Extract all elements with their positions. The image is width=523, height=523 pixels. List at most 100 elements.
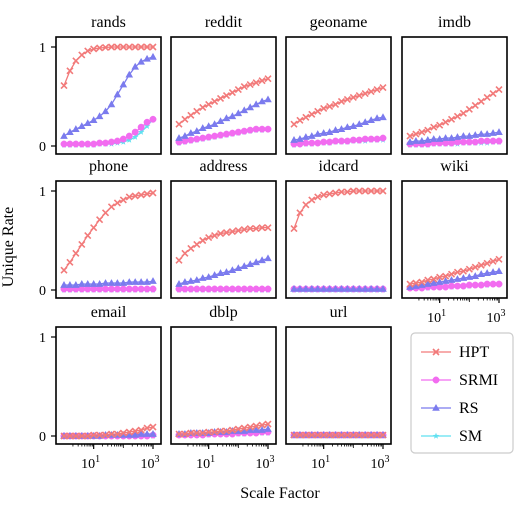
data-point: [314, 193, 322, 201]
series-rs: [60, 277, 157, 288]
legend-entry-rs: RS: [421, 400, 479, 417]
data-point: [325, 285, 334, 292]
data-point: [77, 280, 86, 287]
x-tick-label: 103: [487, 308, 506, 326]
data-point: [483, 93, 491, 102]
data-point: [373, 431, 381, 439]
data-point: [406, 280, 414, 288]
panel-title: imdb: [438, 14, 471, 31]
data-point: [465, 265, 473, 273]
data-point: [447, 134, 456, 141]
data-point: [108, 138, 115, 146]
data-point: [193, 240, 201, 249]
data-point: [302, 431, 310, 439]
data-point: [89, 280, 98, 287]
data-point: [477, 130, 486, 137]
data-point: [302, 201, 310, 209]
data-point: [60, 432, 68, 440]
data-point: [379, 431, 387, 439]
data-point: [143, 122, 151, 129]
data-point: [107, 203, 116, 211]
data-point: [453, 112, 462, 120]
data-point: [471, 101, 479, 109]
data-point: [319, 285, 328, 292]
data-point: [240, 427, 249, 434]
series-hpt: [290, 431, 387, 439]
legend-entry-hpt: HPT: [421, 344, 489, 361]
data-point: [181, 249, 189, 257]
data-point: [326, 431, 334, 439]
data-point: [454, 282, 461, 290]
data-point: [296, 209, 304, 217]
data-point: [72, 281, 80, 288]
data-point: [361, 187, 369, 195]
data-point: [495, 128, 503, 135]
data-point: [435, 135, 444, 142]
data-point: [302, 285, 310, 292]
data-point: [234, 425, 242, 433]
data-point: [332, 137, 339, 145]
data-point: [477, 261, 485, 269]
series-rs: [175, 254, 272, 287]
data-point: [149, 189, 157, 197]
y-tick-label: 1: [39, 41, 46, 56]
panel-imdb: imdb: [401, 14, 508, 155]
data-point: [211, 428, 219, 436]
data-point: [252, 422, 260, 430]
data-point: [222, 427, 231, 435]
series-rs: [290, 285, 387, 292]
data-point: [95, 112, 104, 120]
data-point: [187, 429, 195, 437]
data-point: [66, 128, 74, 135]
data-point: [126, 136, 133, 143]
x-tick-label: 103: [256, 454, 275, 472]
data-point: [125, 431, 134, 438]
data-point: [149, 430, 157, 437]
panel-title: dblp: [209, 304, 237, 321]
data-point: [240, 106, 249, 114]
data-point: [264, 125, 272, 133]
data-point: [489, 280, 497, 288]
data-point: [355, 120, 364, 128]
data-point: [246, 426, 255, 433]
data-point: [60, 132, 68, 139]
data-point: [290, 431, 298, 439]
data-point: [349, 136, 357, 144]
data-point: [143, 430, 151, 437]
data-point: [313, 285, 322, 292]
data-point: [96, 139, 104, 147]
panel-frame: [55, 180, 162, 299]
data-point: [361, 89, 369, 98]
data-point: [367, 285, 375, 292]
data-point: [314, 107, 322, 115]
legend-marker: [432, 432, 440, 439]
data-point: [137, 430, 145, 437]
data-point: [72, 249, 80, 257]
data-point: [252, 225, 260, 233]
data-point: [228, 112, 237, 120]
panel-url: url 101 103: [285, 304, 392, 472]
y-axis-label: Unique Rate: [0, 207, 17, 287]
data-point: [149, 115, 157, 123]
data-point: [137, 426, 145, 434]
data-point: [379, 84, 387, 92]
data-point: [343, 285, 352, 292]
data-point: [442, 118, 450, 126]
data-point: [495, 137, 503, 145]
data-point: [234, 264, 243, 272]
data-point: [78, 432, 86, 440]
data-point: [367, 187, 375, 195]
data-point: [495, 280, 503, 288]
data-point: [101, 431, 110, 439]
data-point: [131, 427, 139, 435]
series-hpt: [175, 75, 272, 128]
x-tick-label: 103: [141, 454, 160, 472]
legend: HPT SRMI RS SM: [410, 332, 514, 454]
data-point: [149, 43, 157, 51]
data-point: [302, 139, 310, 147]
data-point: [308, 110, 316, 118]
data-point: [187, 136, 195, 144]
data-point: [199, 429, 207, 437]
panel-geoname: geoname: [285, 14, 392, 155]
data-point: [343, 95, 351, 104]
